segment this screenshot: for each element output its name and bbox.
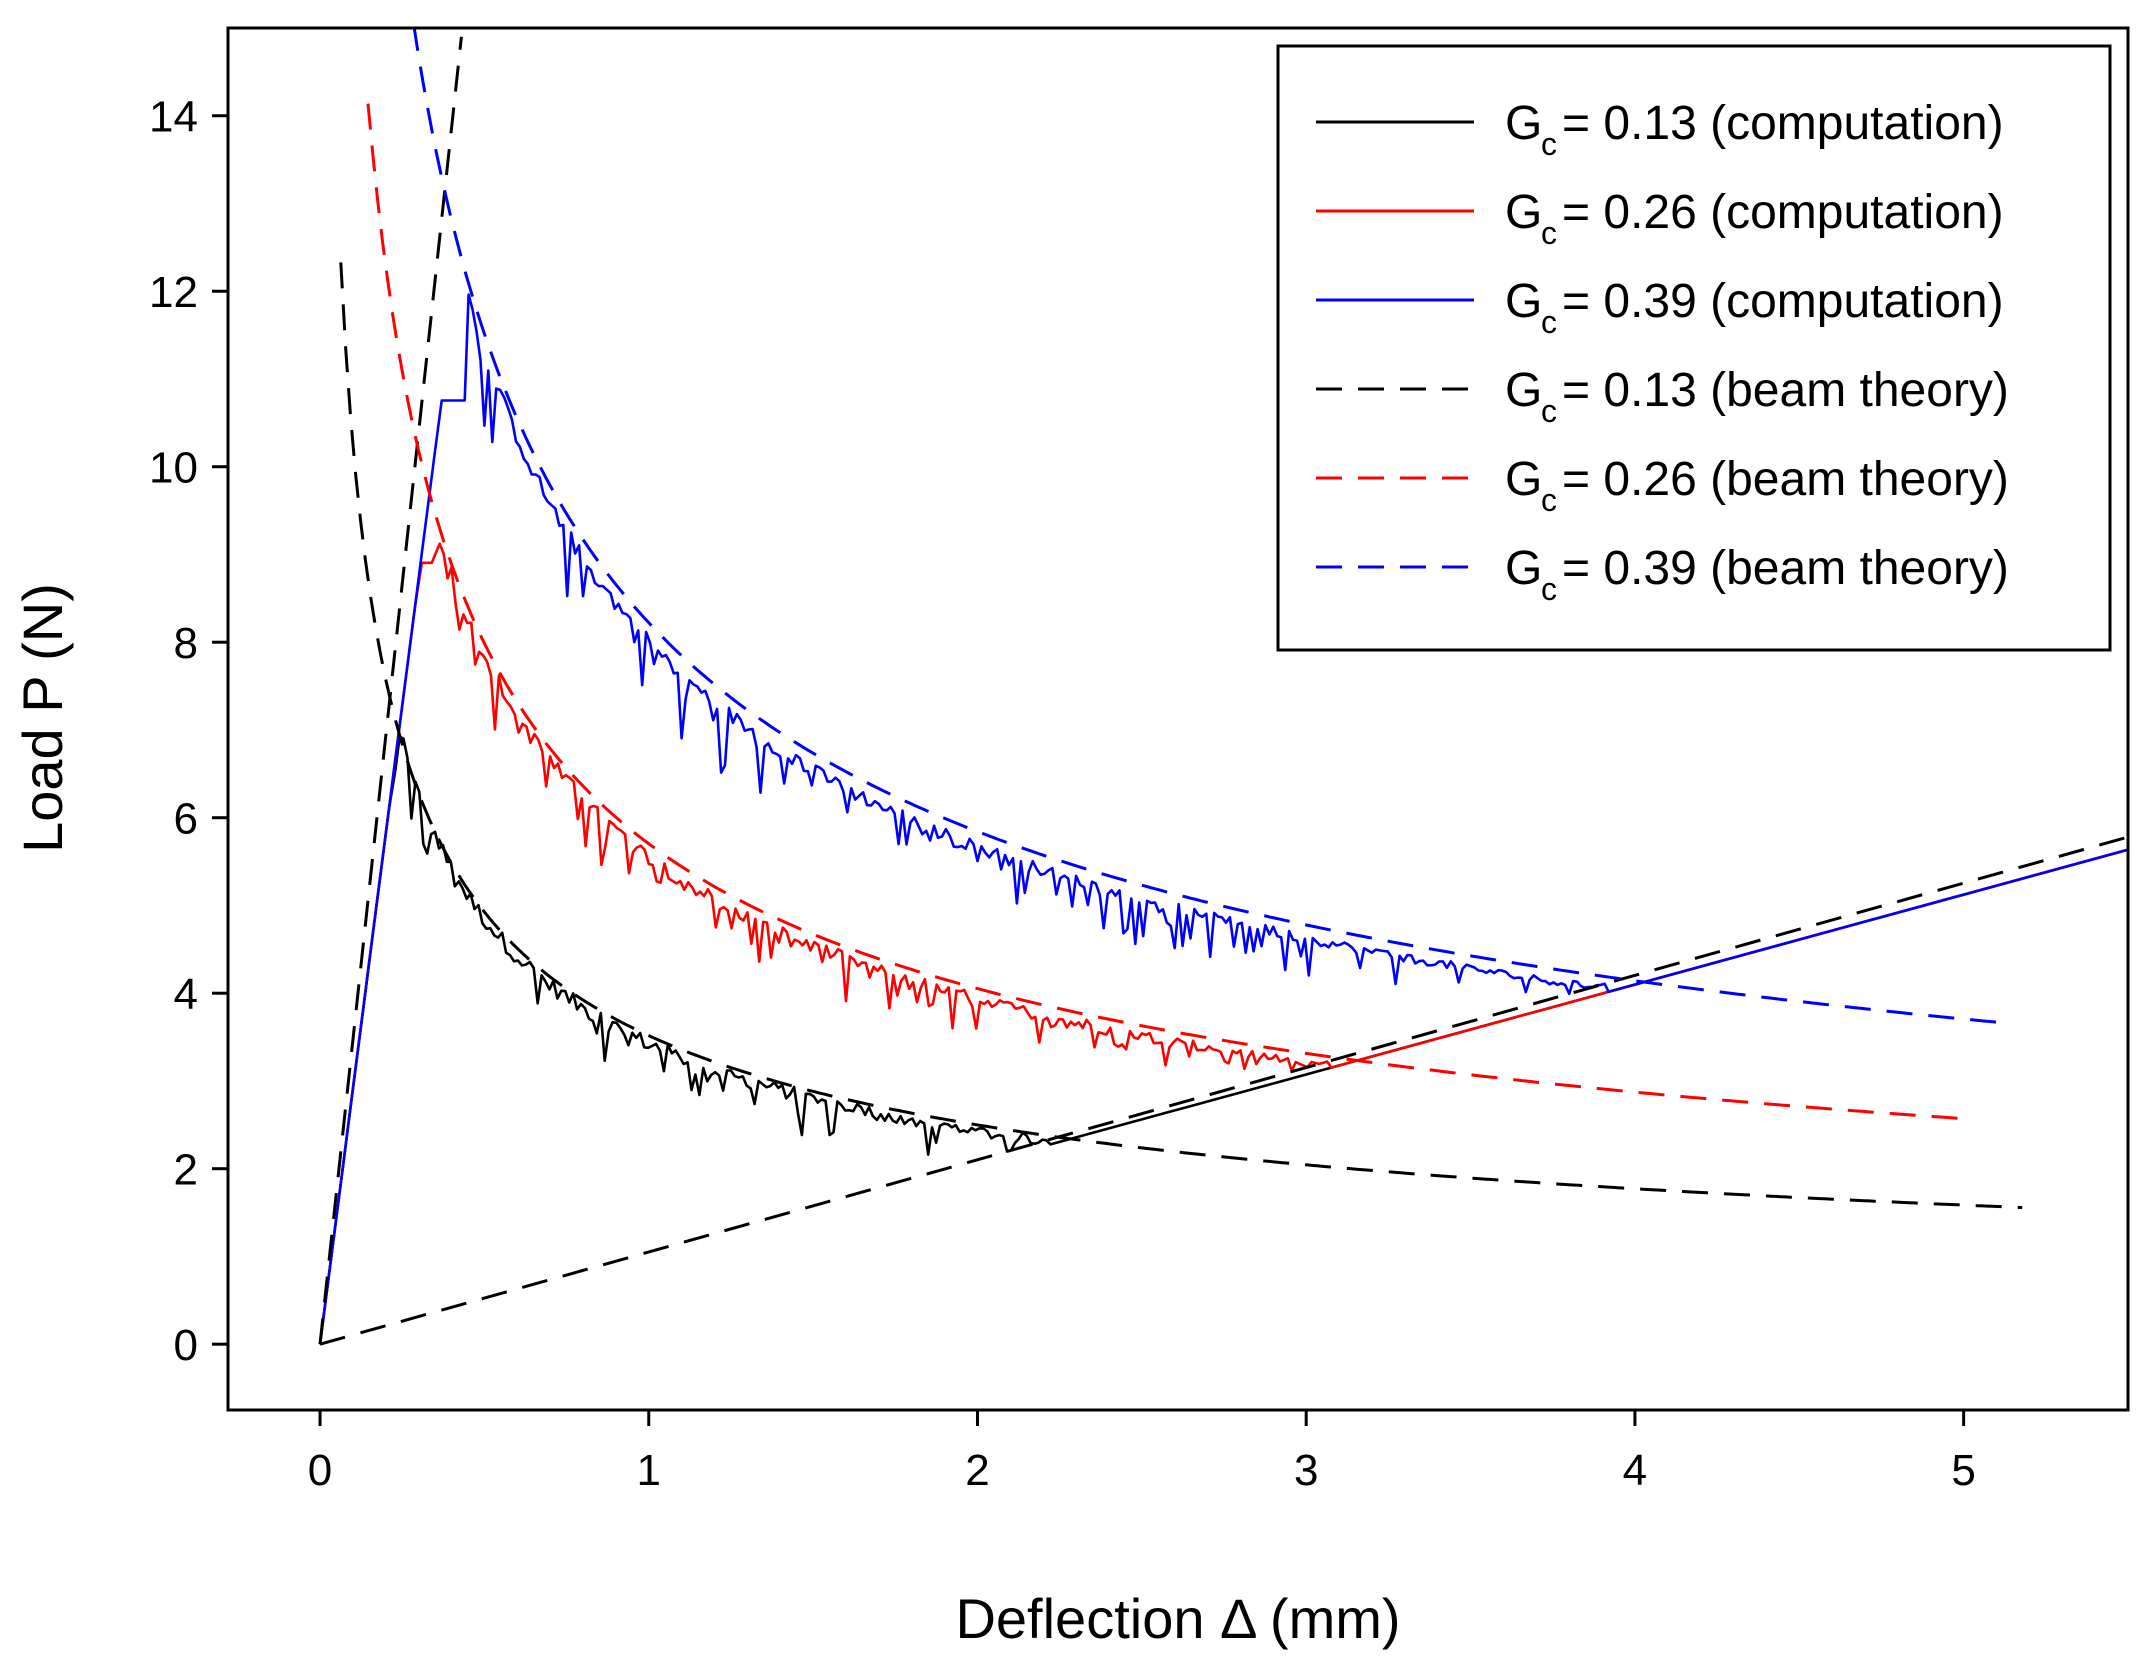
y-tick-label: 0 bbox=[174, 1321, 198, 1370]
legend-box bbox=[1276, 44, 2112, 652]
x-tick-label: 5 bbox=[1951, 1446, 1975, 1495]
legend-label-subscript: c bbox=[1541, 126, 1557, 162]
legend-label: = 0.26 (beam theory) bbox=[1562, 453, 2009, 506]
legend-label-subscript: c bbox=[1541, 215, 1557, 251]
y-axis-title: Load P (N) bbox=[11, 583, 74, 853]
legend: Gc = 0.13 (computation)Gc = 0.26 (comput… bbox=[1276, 44, 2112, 652]
legend-entry: Gc = 0.13 (beam theory) bbox=[1316, 364, 2009, 429]
legend-entry: Gc = 0.26 (computation) bbox=[1316, 186, 2004, 251]
beam-theory-curve bbox=[412, 28, 2010, 1025]
beam-theory-linear-steep bbox=[318, 36, 463, 1345]
y-tick-label: 4 bbox=[174, 970, 198, 1019]
x-tick-label: 4 bbox=[1623, 1446, 1647, 1495]
legend-label-base: G bbox=[1505, 97, 1542, 150]
legend-label-subscript: c bbox=[1541, 393, 1557, 429]
y-tick-label: 14 bbox=[149, 93, 198, 142]
legend-entry: Gc = 0.26 (beam theory) bbox=[1316, 453, 2009, 518]
x-tick-label: 1 bbox=[637, 1446, 661, 1495]
legend-entry: Gc = 0.13 (computation) bbox=[1316, 97, 2004, 162]
x-axis-title: Deflection Δ (mm) bbox=[955, 1587, 1400, 1650]
x-tick-label: 0 bbox=[308, 1446, 332, 1495]
legend-label: = 0.26 (computation) bbox=[1562, 186, 2004, 239]
y-tick-label: 6 bbox=[174, 795, 198, 844]
legend-label-subscript: c bbox=[1541, 571, 1557, 607]
beam-theory-curve bbox=[366, 103, 1966, 1121]
legend-label-base: G bbox=[1505, 186, 1542, 239]
series-layer bbox=[318, 28, 2128, 1346]
legend-label-base: G bbox=[1505, 364, 1542, 417]
legend-label-base: G bbox=[1505, 542, 1542, 595]
legend-label-base: G bbox=[1505, 453, 1542, 506]
legend-entries: Gc = 0.13 (computation)Gc = 0.26 (comput… bbox=[1316, 97, 2009, 607]
legend-entry: Gc = 0.39 (beam theory) bbox=[1316, 542, 2009, 607]
y-tick-label: 8 bbox=[174, 619, 198, 668]
legend-label: = 0.13 (computation) bbox=[1562, 97, 2004, 150]
beam-theory-curve bbox=[339, 262, 2023, 1209]
legend-entry: Gc = 0.39 (computation) bbox=[1316, 275, 2004, 340]
legend-label: = 0.39 (beam theory) bbox=[1562, 542, 2009, 595]
computation-series-line bbox=[318, 542, 2128, 1345]
legend-label: = 0.39 (computation) bbox=[1562, 275, 2004, 328]
computation-series-line bbox=[318, 293, 2128, 1345]
y-tick-label: 10 bbox=[149, 444, 198, 493]
y-tick-label: 2 bbox=[174, 1146, 198, 1195]
beam-theory-linear-shallow bbox=[319, 835, 2128, 1346]
x-tick-label: 3 bbox=[1294, 1446, 1318, 1495]
y-tick-label: 12 bbox=[149, 268, 198, 317]
legend-label: = 0.13 (beam theory) bbox=[1562, 364, 2009, 417]
legend-label-subscript: c bbox=[1541, 482, 1557, 518]
plot-frame bbox=[226, 26, 2130, 1412]
legend-label-base: G bbox=[1505, 275, 1542, 328]
x-tick-label: 2 bbox=[965, 1446, 989, 1495]
legend-label-subscript: c bbox=[1541, 304, 1557, 340]
